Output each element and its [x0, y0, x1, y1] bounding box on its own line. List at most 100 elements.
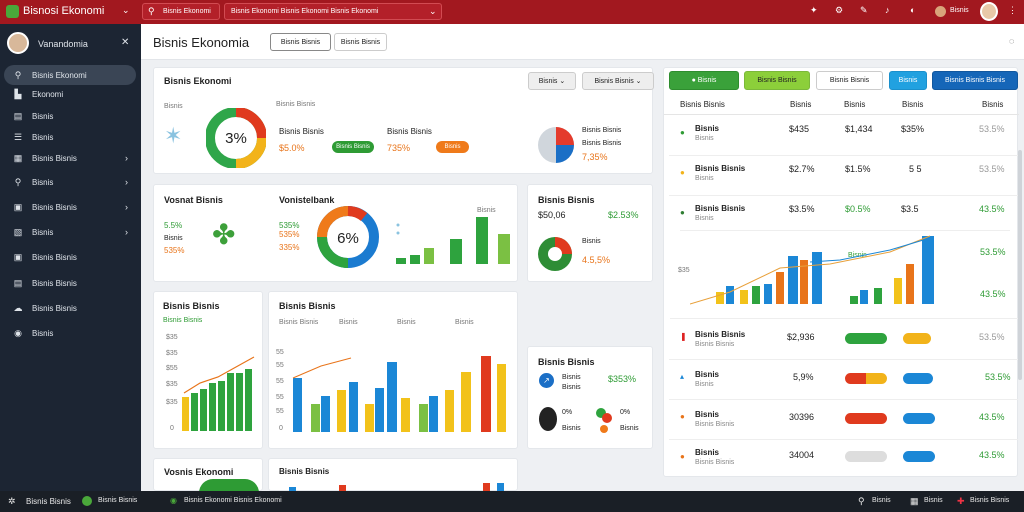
settings-icon[interactable]: ⚙ — [835, 5, 844, 15]
status-pill — [845, 333, 887, 344]
moon-icon[interactable]: ◐ — [910, 5, 916, 15]
area-chart — [199, 479, 259, 493]
map-icon: ✶ — [164, 123, 183, 148]
bell-icon[interactable]: ♪ — [885, 5, 890, 15]
status-dot-green: ● — [680, 208, 685, 217]
sidebar-item-11[interactable]: ☁ Bisnis Bisnis — [13, 302, 77, 313]
user-name: Vanandomia — [38, 39, 88, 49]
sidebar-item-1[interactable]: ⚲ Bisnis Ekonomi — [4, 65, 136, 85]
table-row[interactable]: ▴ Bisnis Bisnis 5,9% 53.5% — [669, 360, 1018, 400]
info-icon[interactable]: ◌ — [1009, 36, 1015, 46]
table-row[interactable]: ● Bisnis Bisnis Bisnis $3.5% $0.5% $3.5 … — [680, 204, 1005, 222]
donut-chart: 3% — [206, 108, 266, 168]
grid-icon[interactable]: ▦ — [910, 496, 919, 506]
search-icon: ⚲ — [14, 69, 22, 80]
table-row[interactable]: ❚ Bisnis Bisnis Bisnis Bisnis $2,936 53.… — [669, 320, 1018, 360]
colored-bar-card: Bisnis Bisnis Bisnis Bisnis Bisnis Bisni… — [268, 291, 518, 449]
top-dropdown[interactable]: Bisnis Ekonomi Bisnis Ekonomi Bisnis Eko… — [224, 3, 442, 20]
status-pill — [845, 373, 887, 384]
profile-label[interactable]: Bisnis — [950, 7, 969, 14]
table-row[interactable]: ● Bisnis Bisnis Bisnis $2.7% $1.5% 5 5 5… — [669, 156, 1018, 196]
status-pill — [903, 333, 931, 344]
dropdown-1[interactable]: Bisnis ⌄ — [528, 72, 576, 90]
search-icon[interactable]: ⚲ — [858, 496, 865, 506]
table-row[interactable]: ● Bisnis Bisnis Bisnis 30396 43.5% — [669, 400, 1018, 440]
user-avatar[interactable] — [980, 2, 998, 21]
avatar-photo — [539, 407, 557, 431]
search-icon: ⚲ — [14, 176, 22, 187]
trend-icon: ↗ — [539, 373, 554, 388]
sidebar-item-9[interactable]: ▣ Bisnis Bisnis — [13, 251, 77, 262]
btn-filter-green[interactable]: ● Bisnis — [669, 71, 739, 90]
right-panel: ● Bisnis Bisnis Bisnis Bisnis Bisnis Bis… — [663, 67, 1019, 477]
menu-icon[interactable]: ⋮ — [1008, 5, 1017, 15]
value-b: 735% — [387, 143, 411, 153]
sidebar-item-10[interactable]: ▤ Bisnis Bisnis — [13, 277, 77, 288]
status-dot-orange — [600, 425, 608, 433]
sidebar-item-4[interactable]: ☰ Bisnis — [13, 131, 54, 142]
doc-icon: ▤ — [13, 110, 23, 121]
sidebar-item-3[interactable]: ▤ Bisnis — [13, 110, 54, 121]
grid-icon: ▦ — [13, 152, 23, 163]
cloud-icon: ☁ — [13, 302, 23, 313]
status-dot-blue: ▴ — [680, 372, 685, 381]
status-icon — [82, 496, 92, 506]
left-label: Bisnis — [164, 103, 183, 110]
sidebar-item-12[interactable]: ◉ Bisnis — [4, 323, 136, 343]
status-pill — [903, 413, 935, 424]
box-icon: ▧ — [13, 226, 23, 237]
sidebar-item-5[interactable]: ▦ Bisnis Bisnis › — [13, 152, 128, 164]
chevron-down-icon: ⌄ — [429, 6, 437, 16]
check-icon: ◉ — [170, 496, 177, 505]
card-title: Bisnis Ekonomi — [164, 76, 232, 86]
status-dot-green — [596, 408, 606, 418]
tab-secondary[interactable]: Bisnis Bisnis — [334, 33, 387, 51]
sidebar-item-6[interactable]: ⚲ Bisnis › — [4, 172, 136, 192]
star-icon[interactable]: ✦ — [810, 5, 818, 15]
dropdown-2[interactable]: Bisnis Bisnis ⌄ — [582, 72, 654, 90]
pill-green[interactable]: Bisnis Bisnis — [332, 141, 374, 153]
plus-icon: ● — [691, 77, 698, 84]
tab-primary[interactable]: Bisnis Bisnis — [270, 33, 331, 51]
sidebar-item-8[interactable]: ▧ Bisnis › — [13, 226, 128, 238]
search-icon: ⚲ — [148, 6, 155, 16]
gear-icon[interactable]: ✲ — [8, 496, 16, 506]
scrollbar[interactable] — [1018, 150, 1022, 380]
avatar-small[interactable] — [935, 6, 946, 17]
status-dot-red — [602, 413, 612, 423]
pie-chart — [538, 127, 574, 163]
value-a: $5.0% — [279, 143, 305, 153]
table-row[interactable]: ● Bisnis Bisnis Bisnis 34004 43.5% — [680, 448, 1005, 466]
btn-filter-white[interactable]: Bisnis Bisnis — [816, 71, 883, 90]
bar — [289, 487, 296, 492]
close-icon[interactable]: ✕ — [121, 37, 130, 48]
sidebar-item-7[interactable]: ▣ Bisnis Bisnis › — [13, 201, 128, 213]
status-dot-orange: ● — [680, 452, 685, 461]
chart-icon: ▙ — [14, 88, 22, 99]
status-dot-green: ● — [680, 128, 685, 137]
btn-filter-cyan[interactable]: Bisnis — [889, 71, 927, 90]
sidebar-item-2[interactable]: ▙ Ekonomi — [4, 84, 136, 104]
right-bar-chart — [690, 235, 934, 305]
btn-filter-blue[interactable]: Bisnis Bisnis Bisnis — [932, 71, 1018, 90]
extra-card: Bisnis Bisnis ↗ Bisnis Bisnis $353% 0% B… — [527, 346, 653, 449]
alert-icon[interactable]: ✚ — [957, 496, 965, 506]
pie-chart-small — [538, 237, 572, 271]
avatar — [7, 32, 29, 54]
btn-filter-lime[interactable]: Bisnis Bisnis — [744, 71, 810, 90]
chevron-down-icon: ⌄ — [557, 78, 566, 85]
divider — [670, 318, 1018, 319]
right-value: 7,35% — [582, 152, 608, 162]
search-box[interactable]: ⚲ Bisnis Ekonomi — [142, 3, 220, 20]
doc-icon: ▤ — [13, 277, 23, 288]
chevron-down-icon[interactable]: ⌄ — [122, 5, 130, 15]
status-pill — [845, 451, 887, 462]
status-dot-red: ❚ — [680, 332, 687, 341]
green-bar-chart — [182, 356, 255, 431]
table-row[interactable]: ● Bisnis Bisnis $435 $1,434 $35% 53.5% — [669, 116, 1018, 156]
sidebar: Vanandomia ✕ ⚲ Bisnis Ekonomi ▙ Ekonomi ▤ B… — [0, 24, 141, 491]
pill-orange[interactable]: Bisnis — [436, 141, 469, 153]
page-title: Bisnis Ekonomia — [153, 35, 250, 50]
svg-text:3%: 3% — [225, 130, 247, 147]
edit-icon[interactable]: ✎ — [860, 5, 868, 15]
